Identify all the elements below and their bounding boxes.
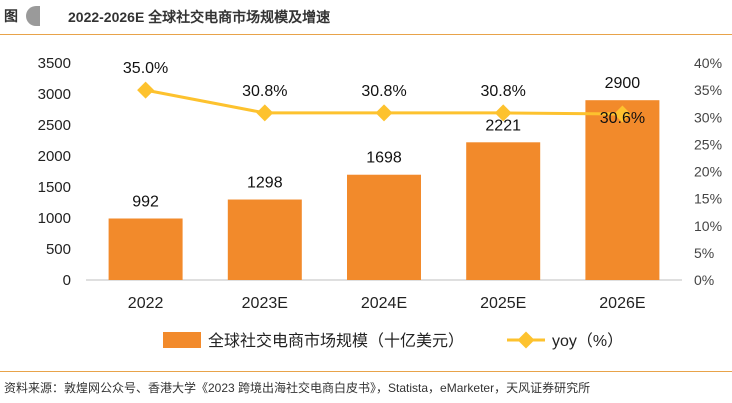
yoy-marker: [256, 104, 274, 122]
chart-title: 2022-2026E 全球社交电商市场规模及增速: [68, 9, 331, 25]
y2-tick-label: 40%: [694, 55, 722, 71]
y2-tick-label: 5%: [694, 245, 714, 261]
bar: [585, 100, 660, 280]
y2-tick-label: 30%: [694, 109, 722, 125]
legend-label-bar: 全球社交电商市场规模（十亿美元）: [208, 332, 464, 350]
y-tick-label: 500: [46, 241, 71, 258]
yoy-marker: [613, 105, 631, 123]
figure-label: 图: [4, 8, 18, 24]
y-tick-label: 3000: [38, 86, 71, 103]
x-tick-label: 2026E: [599, 295, 645, 312]
bar: [466, 142, 541, 280]
bar-value-label: 2900: [605, 75, 641, 92]
chart: 0 500 1000 1500 2000 2500 3000 3500 0% 5% 10% 15% 20…: [38, 55, 722, 350]
bar-value-label: 1298: [247, 175, 283, 192]
legend-marker-line: [517, 331, 535, 349]
y-tick-label: 0: [63, 272, 71, 289]
x-tick-label: 2023E: [242, 295, 288, 312]
bar-value-label: 992: [132, 193, 159, 210]
y-tick-label: 2500: [38, 117, 71, 134]
bar-value-label: 1698: [366, 150, 402, 167]
legend-label-line: yoy（%）: [552, 332, 623, 350]
figure-marker-icon: [26, 6, 40, 26]
bar: [347, 174, 421, 280]
y2-tick-label: 25%: [694, 136, 722, 152]
legend-swatch-bar: [163, 332, 201, 348]
source-note: 资料来源：敦煌网公众号、香港大学《2023 跨境出海社交电商白皮书》，Stati…: [4, 381, 591, 395]
top-divider: [0, 34, 732, 35]
y2-tick-label: 0%: [694, 272, 714, 288]
bottom-divider: [0, 371, 732, 372]
y-tick-label: 1500: [38, 179, 71, 196]
yoy-value-label: 30.8%: [361, 83, 406, 100]
yoy-value-label: 30.8%: [242, 83, 287, 100]
yoy-marker: [375, 104, 393, 122]
yoy-value-label: 35.0%: [123, 60, 168, 77]
x-tick-label: 2024E: [361, 295, 407, 312]
bar: [227, 199, 302, 280]
bar-value-label: 2221: [485, 117, 521, 134]
y2-tick-label: 15%: [694, 191, 722, 207]
y-tick-label: 2000: [38, 148, 71, 165]
y2-tick-label: 20%: [694, 164, 722, 180]
y-tick-label: 1000: [38, 210, 71, 227]
y2-tick-label: 10%: [694, 218, 722, 234]
y-tick-label: 3500: [38, 55, 71, 72]
x-tick-label: 2025E: [480, 295, 526, 312]
bar: [108, 218, 183, 280]
figure-header: 图 2022-2026E 全球社交电商市场规模及增速: [0, 0, 732, 34]
yoy-value-label: 30.6%: [600, 110, 645, 127]
yoy-value-label: 30.8%: [481, 83, 526, 100]
y2-tick-label: 35%: [694, 82, 722, 98]
yoy-marker: [494, 104, 512, 122]
yoy-marker: [137, 81, 155, 99]
x-tick-label: 2022: [128, 295, 164, 312]
